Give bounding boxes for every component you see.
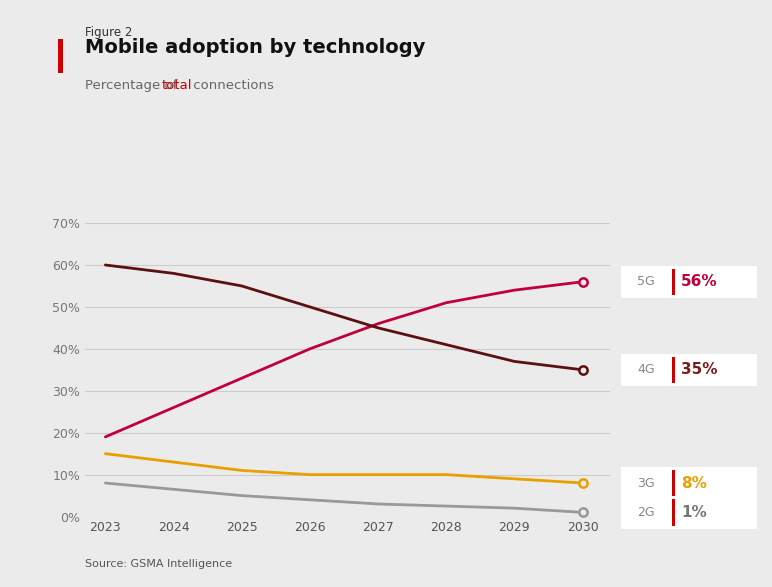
- Text: Figure 2: Figure 2: [85, 26, 132, 39]
- Text: 35%: 35%: [681, 362, 717, 377]
- Text: connections: connections: [189, 79, 274, 92]
- Text: Source: GSMA Intelligence: Source: GSMA Intelligence: [85, 559, 232, 569]
- Text: total: total: [162, 79, 192, 92]
- Text: 2G: 2G: [637, 506, 655, 519]
- Text: 5G: 5G: [637, 275, 655, 288]
- Text: 3G: 3G: [637, 477, 655, 490]
- Text: 4G: 4G: [637, 363, 655, 376]
- Text: 8%: 8%: [681, 475, 707, 491]
- Text: 56%: 56%: [681, 274, 717, 289]
- Text: Percentage of: Percentage of: [85, 79, 181, 92]
- Text: Mobile adoption by technology: Mobile adoption by technology: [85, 38, 425, 57]
- Text: 1%: 1%: [681, 505, 706, 520]
